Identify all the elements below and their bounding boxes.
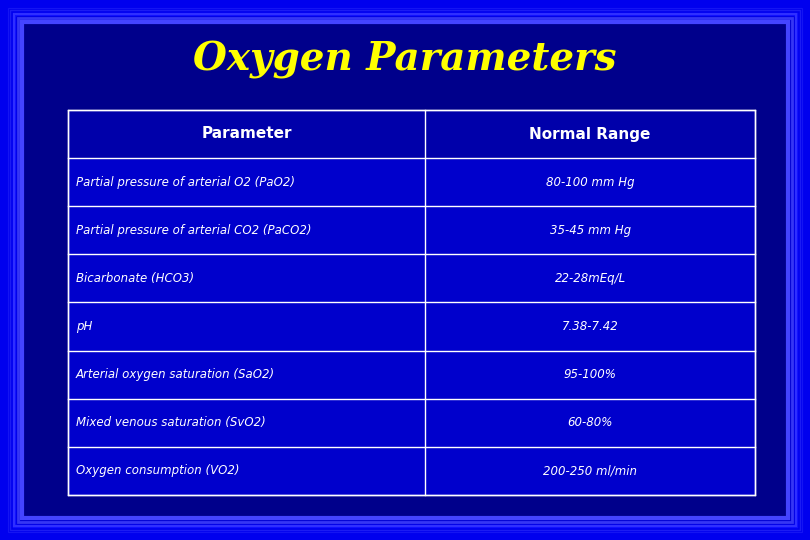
Text: Normal Range: Normal Range <box>530 126 650 141</box>
Text: 35-45 mm Hg: 35-45 mm Hg <box>549 224 631 237</box>
Text: Bicarbonate (HCO3): Bicarbonate (HCO3) <box>76 272 194 285</box>
Text: pH: pH <box>76 320 92 333</box>
Text: 80-100 mm Hg: 80-100 mm Hg <box>546 176 634 188</box>
Text: 95-100%: 95-100% <box>564 368 616 381</box>
Bar <box>68 110 755 158</box>
Text: Partial pressure of arterial O2 (PaO2): Partial pressure of arterial O2 (PaO2) <box>76 176 295 188</box>
Text: Arterial oxygen saturation (SaO2): Arterial oxygen saturation (SaO2) <box>76 368 275 381</box>
Text: Parameter: Parameter <box>202 126 292 141</box>
Bar <box>68 110 755 495</box>
Text: Oxygen consumption (VO2): Oxygen consumption (VO2) <box>76 464 240 477</box>
Text: Mixed venous saturation (SvO2): Mixed venous saturation (SvO2) <box>76 416 266 429</box>
Text: Partial pressure of arterial CO2 (PaCO2): Partial pressure of arterial CO2 (PaCO2) <box>76 224 312 237</box>
Text: 7.38-7.42: 7.38-7.42 <box>562 320 619 333</box>
Bar <box>68 110 755 495</box>
Text: 200-250 ml/min: 200-250 ml/min <box>544 464 637 477</box>
Text: 60-80%: 60-80% <box>568 416 613 429</box>
Text: Oxygen Parameters: Oxygen Parameters <box>194 41 616 79</box>
Text: 22-28mEq/L: 22-28mEq/L <box>555 272 625 285</box>
